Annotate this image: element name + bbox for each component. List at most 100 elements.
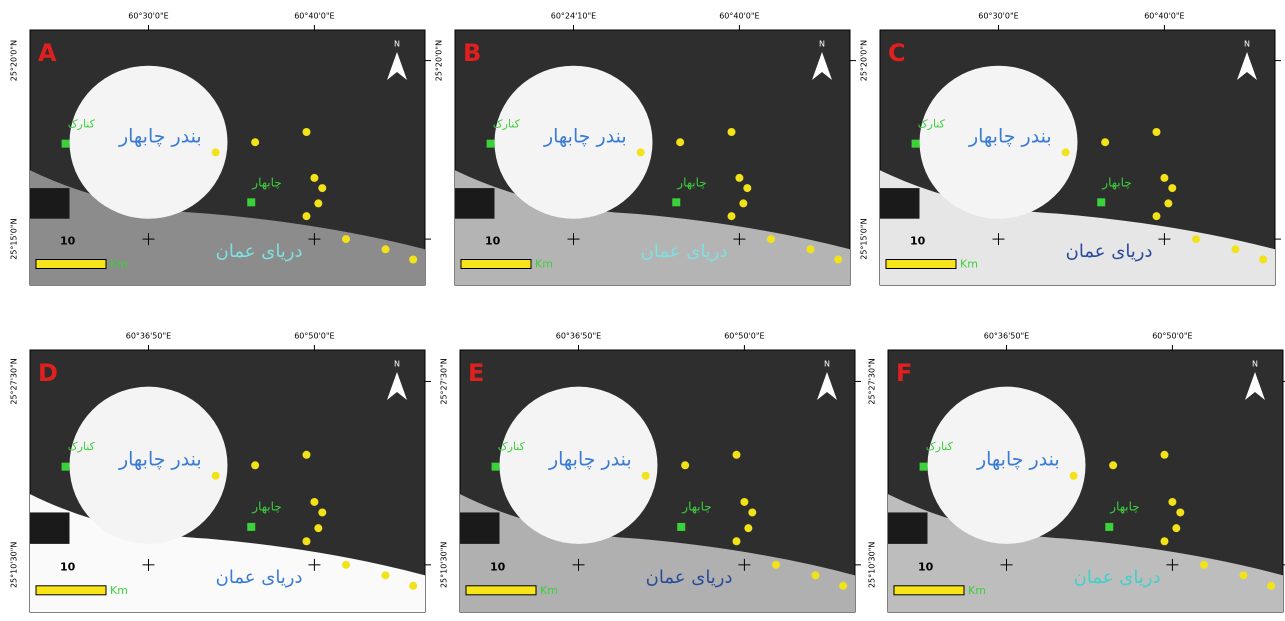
- village-dot: [807, 245, 815, 253]
- latitude-label: 25°15'0"N: [860, 218, 869, 259]
- village-dot: [1267, 582, 1275, 590]
- town-label: کنارک: [918, 117, 946, 130]
- village-dot: [1259, 256, 1267, 264]
- latitude-label: 25°10'30"N: [868, 542, 877, 588]
- village-dot: [310, 498, 318, 506]
- longitude-label: 60°36'50"E: [126, 332, 171, 341]
- longitude-label: 60°30'0"E: [978, 12, 1018, 21]
- panel-letter: E: [468, 359, 484, 387]
- town-label: چابهار: [681, 500, 711, 515]
- village-dot: [342, 235, 350, 243]
- village-dot: [681, 461, 689, 469]
- map-panel: BNبندر چابهاردریای عمانکنارکچابهار10Km60…: [435, 12, 857, 286]
- village-dot: [744, 524, 752, 532]
- latitude-label: 25°27'30"N: [868, 358, 877, 404]
- town-label: کنارک: [68, 117, 96, 130]
- village-dot: [739, 199, 747, 207]
- longitude-label: 60°36'50"E: [556, 332, 601, 341]
- land-left: [460, 512, 500, 543]
- town-marker: [1097, 198, 1105, 206]
- longitude-label: 60°30'0"E: [128, 12, 168, 21]
- town-marker: [1105, 523, 1113, 531]
- town-marker: [912, 140, 920, 148]
- bay-label: بندر چابهار: [968, 126, 1052, 148]
- town-marker: [247, 198, 255, 206]
- latitude-label: 25°10'30"N: [10, 542, 19, 588]
- town-label: کنارک: [68, 440, 96, 453]
- scale-bar: [36, 586, 106, 595]
- village-dot: [1168, 498, 1176, 506]
- village-dot: [733, 451, 741, 459]
- figure: A N بندر چابهار دریای عمان کنارک چابهار 10 Km 60…: [0, 0, 1285, 621]
- longitude-label: 60°36'50"E: [984, 332, 1029, 341]
- town-label: چابهار: [251, 500, 281, 515]
- north-label: N: [819, 40, 825, 49]
- longitude-label: 60°40'0"E: [294, 12, 334, 21]
- village-dot: [1200, 561, 1208, 569]
- sea-label: دریای عمان: [216, 567, 303, 588]
- village-dot: [342, 561, 350, 569]
- longitude-label: 60°40'0"E: [719, 12, 759, 21]
- town-marker: [247, 523, 255, 531]
- village-dot: [251, 138, 259, 146]
- sea-label: دریای عمان: [216, 241, 303, 262]
- panel-letter: A: [38, 39, 57, 67]
- latitude-label: 25°10'30"N: [440, 542, 449, 588]
- village-dot: [1070, 472, 1078, 480]
- town-label: چابهار: [676, 176, 706, 191]
- latitude-label: 25°20'0"N: [435, 40, 444, 81]
- bay-label: بندر چابهار: [118, 126, 202, 148]
- land-left: [30, 188, 70, 219]
- village-dot: [637, 148, 645, 156]
- village-dot: [1153, 128, 1161, 136]
- sea-label: دریای عمان: [1074, 567, 1161, 588]
- town-marker: [492, 463, 500, 471]
- village-dot: [310, 174, 318, 182]
- village-dot: [1240, 571, 1248, 579]
- land-left: [880, 188, 920, 219]
- north-label: N: [1252, 360, 1258, 369]
- longitude-label: 60°40'0"E: [1144, 12, 1184, 21]
- map-panel: FNبندر چابهاردریای عمانکنارکچابهار10Km60…: [868, 332, 1285, 613]
- village-dot: [839, 582, 847, 590]
- village-dot: [1109, 461, 1117, 469]
- village-dot: [767, 235, 775, 243]
- sea-label: دریای عمان: [646, 567, 733, 588]
- bay-label: بندر چابهار: [118, 449, 202, 471]
- scale-value: 10: [485, 235, 501, 248]
- village-dot: [212, 472, 220, 480]
- scale-value: 10: [60, 235, 76, 248]
- panel-letter: B: [463, 39, 481, 67]
- town-marker: [677, 523, 685, 531]
- longitude-label: 60°50'0"E: [724, 332, 764, 341]
- village-dot: [733, 537, 741, 545]
- village-dot: [303, 212, 311, 220]
- village-dot: [772, 561, 780, 569]
- scale-bar: [466, 586, 536, 595]
- bay-label: بندر چابهار: [543, 126, 627, 148]
- town-marker: [487, 140, 495, 148]
- village-dot: [382, 245, 390, 253]
- scale-value: 10: [490, 560, 506, 573]
- land-left: [30, 512, 70, 543]
- village-dot: [1192, 235, 1200, 243]
- village-dot: [735, 174, 743, 182]
- scale-unit: Km: [535, 258, 553, 271]
- scale-bar: [36, 260, 106, 269]
- village-dot: [303, 451, 311, 459]
- town-label: کنارک: [498, 440, 526, 453]
- scale-bar: [894, 586, 964, 595]
- bay-label: بندر چابهار: [976, 449, 1060, 471]
- longitude-label: 60°50'0"E: [294, 332, 334, 341]
- longitude-label: 60°50'0"E: [1152, 332, 1192, 341]
- north-label: N: [824, 360, 830, 369]
- village-dot: [1101, 138, 1109, 146]
- town-marker: [62, 463, 70, 471]
- village-dot: [382, 571, 390, 579]
- scale-bar: [461, 260, 531, 269]
- village-dot: [642, 472, 650, 480]
- village-dot: [728, 128, 736, 136]
- village-dot: [318, 508, 326, 516]
